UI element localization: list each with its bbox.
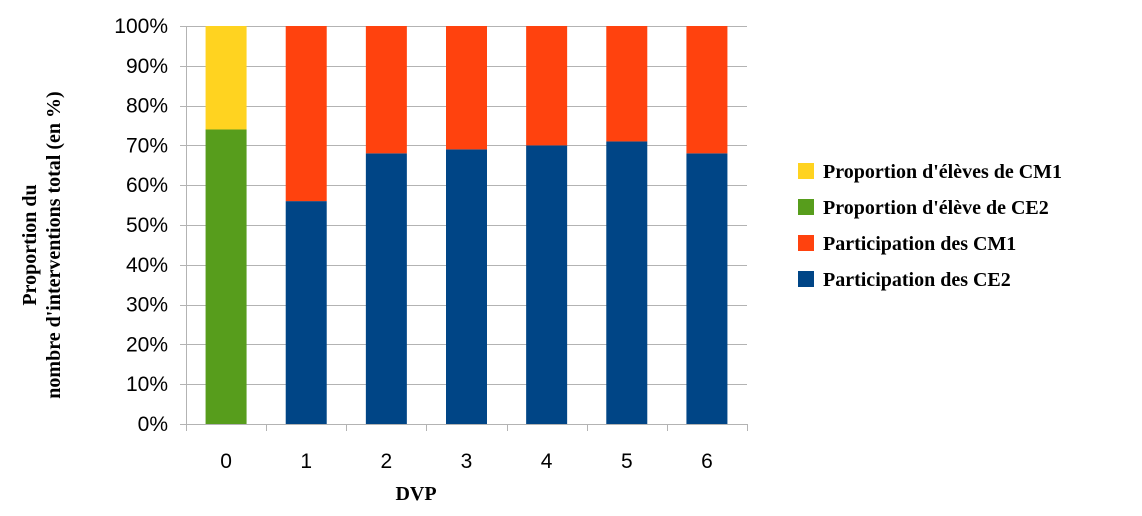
bar-5-series-1 (606, 26, 648, 142)
x-tick-label-4: 4 (541, 450, 553, 473)
y-tick-label-9: 90% (126, 55, 168, 78)
y-tick-label-4: 40% (126, 254, 168, 277)
x-tick-label-3: 3 (461, 450, 473, 473)
y-tick-label-5: 50% (126, 214, 168, 237)
bar-4-series-0 (526, 145, 568, 424)
y-tick-label-6: 60% (126, 174, 168, 197)
legend-label-2: Participation des CM1 (823, 233, 1016, 255)
y-axis-title-line-2: nombre d'interventions total (en %) (43, 91, 65, 398)
legend-label-1: Proportion d'élève de CE2 (823, 197, 1049, 219)
bar-0-series-3 (205, 26, 247, 130)
y-tick-label-2: 20% (126, 333, 168, 356)
x-tick-label-2: 2 (381, 450, 393, 473)
x-tick-label-6: 6 (701, 450, 713, 473)
legend-swatch-0 (798, 163, 814, 179)
bars (205, 26, 728, 425)
y-axis-title: Proportion du nombre d'interventions tot… (19, 91, 65, 398)
y-tick-label-1: 10% (126, 373, 168, 396)
x-tick-label-0: 0 (220, 450, 232, 473)
bar-2-series-0 (365, 153, 407, 425)
x-tick-labels: 0 1 2 3 4 5 6 (220, 450, 713, 473)
legend-swatch-3 (798, 271, 814, 287)
bar-3-series-0 (446, 149, 487, 424)
bar-3-series-1 (446, 26, 487, 150)
legend-swatch-1 (798, 199, 814, 215)
legend: Proportion d'élèves de CM1 Proportion d'é… (798, 161, 1062, 291)
legend-label-0: Proportion d'élèves de CM1 (823, 161, 1062, 183)
y-tick-label-10: 100% (114, 15, 168, 38)
x-tick-label-5: 5 (621, 450, 633, 473)
bar-0-series-2 (205, 129, 247, 425)
y-tick-label-7: 70% (126, 134, 168, 157)
bar-5-series-0 (606, 141, 648, 425)
y-tick-label-8: 80% (126, 95, 168, 118)
x-axis-title: DVP (395, 483, 436, 505)
bar-1-series-1 (285, 26, 327, 202)
axes (180, 26, 748, 431)
legend-label-3: Participation des CE2 (823, 269, 1011, 291)
bar-1-series-0 (285, 201, 327, 424)
bar-4-series-1 (526, 26, 568, 146)
bar-2-series-1 (365, 26, 407, 154)
bar-6-series-0 (686, 153, 728, 425)
y-tick-label-0: 0% (138, 413, 168, 436)
y-axis-title-line-1: Proportion du (19, 184, 41, 305)
bar-6-series-1 (686, 26, 728, 154)
legend-swatch-2 (798, 235, 814, 251)
y-tick-label-3: 30% (126, 294, 168, 317)
y-tick-labels: 0% 10% 20% 30% 40% 50% 60% 70% 80% 90% 100% (114, 15, 168, 436)
x-tick-label-1: 1 (300, 450, 312, 473)
